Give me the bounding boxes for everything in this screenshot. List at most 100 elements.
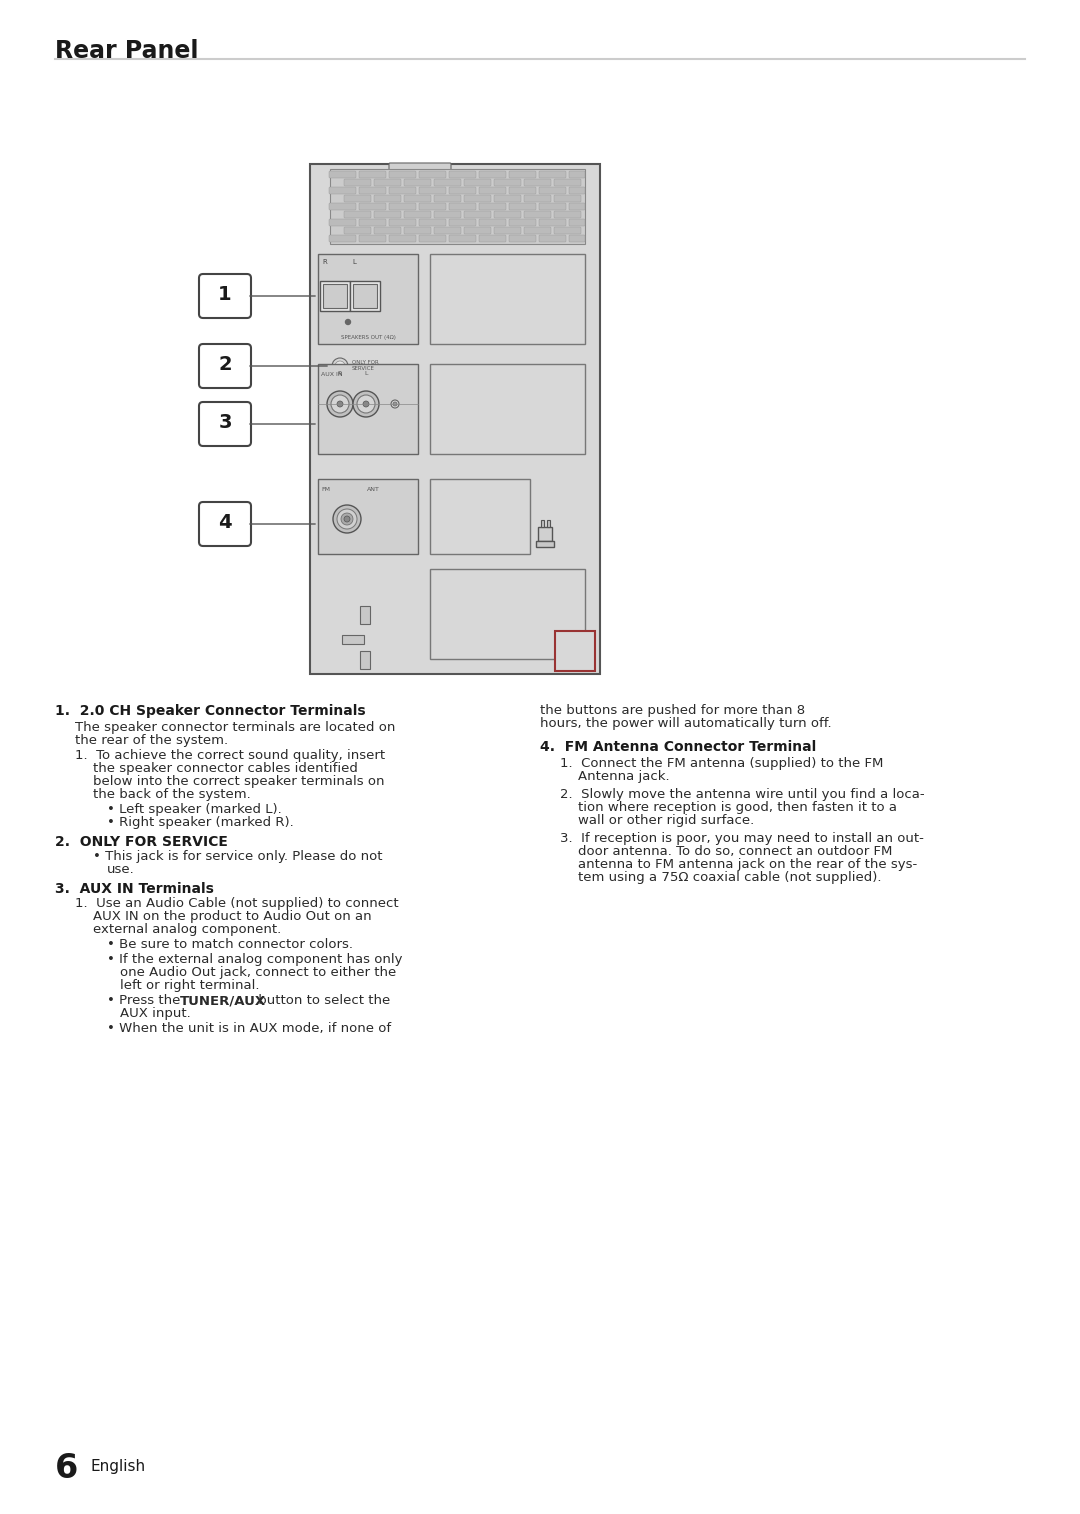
Bar <box>540 519 543 527</box>
FancyBboxPatch shape <box>404 210 431 218</box>
Text: wall or other rigid surface.: wall or other rigid surface. <box>578 815 754 827</box>
Bar <box>430 254 585 344</box>
FancyBboxPatch shape <box>480 171 507 179</box>
FancyBboxPatch shape <box>480 220 507 226</box>
FancyBboxPatch shape <box>554 210 581 218</box>
Circle shape <box>333 506 361 533</box>
FancyBboxPatch shape <box>345 210 372 218</box>
FancyBboxPatch shape <box>404 227 431 235</box>
Circle shape <box>345 516 350 522</box>
Text: 1: 1 <box>218 285 232 303</box>
Text: AUX input.: AUX input. <box>120 1007 191 1020</box>
FancyBboxPatch shape <box>359 171 386 179</box>
FancyBboxPatch shape <box>329 171 356 179</box>
FancyBboxPatch shape <box>389 203 416 210</box>
Text: • When the unit is in AUX mode, if none of: • When the unit is in AUX mode, if none … <box>107 1022 391 1036</box>
Bar <box>310 164 600 674</box>
Text: 3.  AUX IN Terminals: 3. AUX IN Terminals <box>55 883 214 896</box>
Text: door antenna. To do so, connect an outdoor FM: door antenna. To do so, connect an outdo… <box>578 845 892 858</box>
Text: 1.  Use an Audio Cable (not supplied) to connect: 1. Use an Audio Cable (not supplied) to … <box>75 896 399 910</box>
Text: 6: 6 <box>55 1452 78 1485</box>
Circle shape <box>363 401 369 407</box>
Text: AUX IN: AUX IN <box>321 372 342 377</box>
Text: • Left speaker (marked L).: • Left speaker (marked L). <box>107 802 282 816</box>
Circle shape <box>393 403 397 406</box>
FancyBboxPatch shape <box>554 195 581 201</box>
Circle shape <box>341 513 353 525</box>
FancyBboxPatch shape <box>449 203 476 210</box>
Bar <box>555 631 595 671</box>
Text: • Be sure to match connector colors.: • Be sure to match connector colors. <box>107 939 353 951</box>
FancyBboxPatch shape <box>449 188 476 194</box>
Bar <box>318 254 418 344</box>
FancyBboxPatch shape <box>524 179 551 186</box>
Text: L: L <box>364 371 368 375</box>
Text: Rear Panel: Rear Panel <box>55 39 199 64</box>
Bar <box>318 478 418 554</box>
Bar <box>360 606 370 624</box>
Text: button to select the: button to select the <box>254 995 390 1007</box>
FancyBboxPatch shape <box>509 220 536 226</box>
Text: 2: 2 <box>218 354 232 374</box>
Circle shape <box>353 391 379 416</box>
FancyBboxPatch shape <box>329 203 356 210</box>
Circle shape <box>391 400 399 407</box>
Bar <box>430 478 530 554</box>
Bar <box>323 285 347 307</box>
FancyBboxPatch shape <box>345 227 372 235</box>
Circle shape <box>337 401 343 407</box>
Circle shape <box>346 319 351 324</box>
Text: hours, the power will automatically turn off.: hours, the power will automatically turn… <box>540 718 832 730</box>
Text: 4.  FM Antenna Connector Terminal: 4. FM Antenna Connector Terminal <box>540 740 816 754</box>
Text: external analog component.: external analog component. <box>93 924 281 936</box>
FancyBboxPatch shape <box>419 203 446 210</box>
FancyBboxPatch shape <box>199 403 251 447</box>
FancyBboxPatch shape <box>509 171 536 179</box>
FancyBboxPatch shape <box>419 235 446 242</box>
Bar <box>342 634 364 643</box>
FancyBboxPatch shape <box>539 203 566 210</box>
Text: 3.  If reception is poor, you may need to install an out-: 3. If reception is poor, you may need to… <box>561 833 923 845</box>
FancyBboxPatch shape <box>374 195 401 201</box>
FancyBboxPatch shape <box>509 235 536 242</box>
FancyBboxPatch shape <box>494 210 521 218</box>
Text: 4: 4 <box>218 513 232 531</box>
FancyBboxPatch shape <box>389 164 451 177</box>
FancyBboxPatch shape <box>359 203 386 210</box>
Text: tem using a 75Ω coaxial cable (not supplied).: tem using a 75Ω coaxial cable (not suppl… <box>578 871 881 884</box>
FancyBboxPatch shape <box>554 227 581 235</box>
FancyBboxPatch shape <box>404 179 431 186</box>
FancyBboxPatch shape <box>509 203 536 210</box>
Text: 2.  ONLY FOR SERVICE: 2. ONLY FOR SERVICE <box>55 836 228 849</box>
FancyBboxPatch shape <box>480 203 507 210</box>
FancyBboxPatch shape <box>359 188 386 194</box>
FancyBboxPatch shape <box>539 235 566 242</box>
FancyBboxPatch shape <box>419 220 446 226</box>
Text: ANT: ANT <box>367 488 380 492</box>
Text: TUNER/AUX: TUNER/AUX <box>180 995 266 1007</box>
Text: Antenna jack.: Antenna jack. <box>578 771 670 783</box>
Circle shape <box>357 395 375 413</box>
Text: SPEAKERS OUT (4Ω): SPEAKERS OUT (4Ω) <box>340 335 395 341</box>
FancyBboxPatch shape <box>524 210 551 218</box>
FancyBboxPatch shape <box>374 179 401 186</box>
Text: the buttons are pushed for more than 8: the buttons are pushed for more than 8 <box>540 704 805 718</box>
FancyBboxPatch shape <box>539 188 566 194</box>
FancyBboxPatch shape <box>480 235 507 242</box>
Text: The speaker connector terminals are located on: The speaker connector terminals are loca… <box>75 721 395 734</box>
Circle shape <box>330 395 349 413</box>
Text: left or right terminal.: left or right terminal. <box>120 980 259 992</box>
FancyBboxPatch shape <box>554 179 581 186</box>
FancyBboxPatch shape <box>419 188 446 194</box>
Circle shape <box>327 391 353 416</box>
Text: below into the correct speaker terminals on: below into the correct speaker terminals… <box>93 775 384 787</box>
Bar <box>430 569 585 659</box>
Text: the rear of the system.: the rear of the system. <box>75 734 228 746</box>
FancyBboxPatch shape <box>329 188 356 194</box>
FancyBboxPatch shape <box>569 188 585 194</box>
FancyBboxPatch shape <box>359 235 386 242</box>
Text: 3: 3 <box>218 412 232 431</box>
FancyBboxPatch shape <box>329 220 356 226</box>
FancyBboxPatch shape <box>539 220 566 226</box>
Text: R: R <box>338 371 342 375</box>
